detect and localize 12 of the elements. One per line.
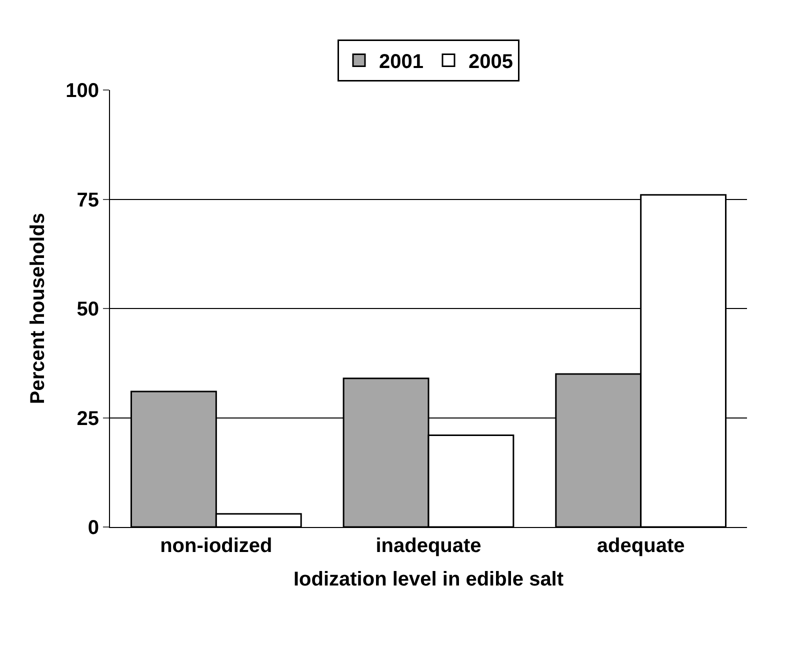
y-tick-label: 25 xyxy=(76,408,99,430)
y-tick-label: 100 xyxy=(66,80,99,102)
x-tick-label: inadequate xyxy=(376,535,482,557)
legend-label: 2005 xyxy=(468,51,513,74)
x-tick-label: adequate xyxy=(596,535,685,557)
legend-label: 2001 xyxy=(379,51,424,74)
x-tick-label: non-iodized xyxy=(160,535,272,557)
y-tick-label: 75 xyxy=(76,189,99,212)
y-tick-label: 50 xyxy=(76,298,99,320)
x-axis-title: Iodization level in edible salt xyxy=(293,568,564,590)
y-tick-label: 0 xyxy=(88,517,99,539)
y-axis-title: Percent households xyxy=(27,212,50,404)
